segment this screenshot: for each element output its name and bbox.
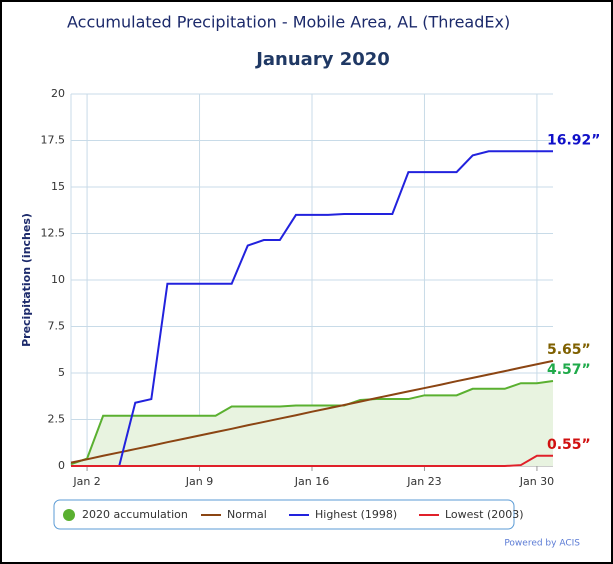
x-tick-label: Jan 16: [294, 475, 329, 488]
y-tick-label: 5: [58, 366, 65, 379]
y-tick-label: 17.5: [41, 134, 66, 147]
legend-box: [53, 499, 515, 530]
credit: Powered by ACIS: [504, 539, 580, 549]
legend-marker: [63, 509, 75, 521]
legend-label: Highest (1998): [315, 508, 397, 521]
y-tick-label: 7.5: [48, 320, 66, 333]
legend-label: Lowest (2003): [445, 508, 524, 521]
y-tick-label: 10: [51, 273, 65, 286]
y-tick-label: 12.5: [41, 227, 66, 240]
series-line: [70, 380, 554, 466]
legend-label: 2020 accumulation: [82, 508, 188, 521]
legend-label: Normal: [227, 508, 267, 521]
x-tick-label: Jan 30: [519, 475, 554, 488]
x-tick-label: Jan 23: [406, 475, 441, 488]
y-tick-label: 15: [51, 180, 65, 193]
y-tick-label: 0: [58, 459, 65, 472]
series-line: [70, 359, 554, 464]
end-label: 0.55”: [547, 437, 591, 453]
end-label: 4.57”: [547, 362, 591, 378]
chart-subtitle: January 2020: [254, 49, 390, 70]
area: [71, 380, 553, 466]
end-label: 16.92”: [547, 132, 600, 148]
series-line: [71, 454, 553, 467]
x-tick-label: Jan 2: [72, 475, 100, 488]
y-tick-label: 2.5: [48, 413, 66, 426]
y-axis-label: Precipitation (inches): [20, 213, 33, 347]
x-tick-label: Jan 9: [185, 475, 213, 488]
chart-title: Accumulated Precipitation - Mobile Area,…: [67, 13, 510, 32]
end-label: 5.65”: [547, 342, 591, 358]
y-tick-label: 20: [51, 87, 65, 100]
series-line: [71, 150, 553, 467]
